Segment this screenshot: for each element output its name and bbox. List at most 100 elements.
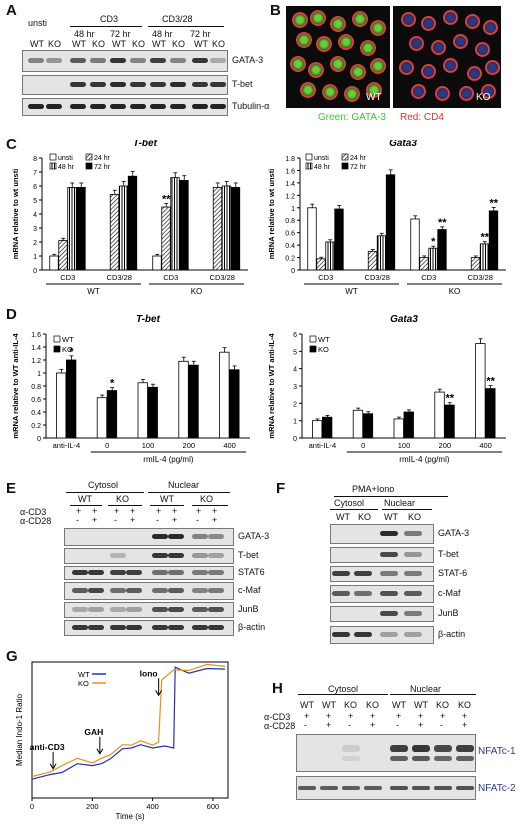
cell	[467, 66, 482, 81]
treatment-sign: -	[114, 515, 117, 525]
y-tick-label: 0.8	[285, 218, 295, 225]
blot-band	[70, 104, 86, 109]
y-tick-label: 1	[291, 206, 295, 213]
y-tick-label: 2	[33, 240, 37, 247]
blot-band	[152, 625, 168, 630]
bar	[316, 258, 326, 271]
group-label: WT	[87, 287, 100, 296]
blot-band	[150, 104, 166, 109]
treatment-sign: +	[326, 711, 332, 721]
bar	[322, 416, 333, 439]
treatment-sign: +	[212, 506, 218, 516]
bar	[188, 364, 199, 439]
blot-band	[90, 82, 106, 87]
group-unsti: unsti	[28, 18, 48, 28]
bar	[221, 185, 232, 271]
fraction-nuclear: Nuclear	[168, 480, 200, 490]
blot-band	[380, 531, 398, 536]
y-tick-label: 1.2	[31, 358, 41, 365]
lane-label: WT	[194, 39, 208, 49]
fraction-line	[390, 694, 476, 695]
blot-band	[210, 82, 226, 87]
x-axis-label: rmIL-4 (pg/ml)	[399, 455, 450, 464]
category-label: 400	[223, 441, 236, 450]
x-tick-label: 400	[146, 802, 159, 811]
blot-band	[208, 588, 224, 593]
bar	[403, 411, 414, 439]
y-tick-label: 5	[33, 198, 37, 205]
legend-swatch	[305, 153, 313, 161]
legend-label: 72 hr	[350, 164, 367, 171]
treatment-sign: +	[92, 515, 98, 525]
significance-mark: **	[162, 193, 171, 205]
blot-band	[434, 756, 452, 761]
timepoint: 72 hr	[190, 29, 211, 39]
fraction-cytosol: Cytosol	[88, 480, 119, 490]
blot-band	[90, 58, 106, 63]
x-tick-label: 0	[30, 802, 34, 811]
bar	[362, 413, 374, 439]
category-label: 400	[479, 441, 492, 450]
blot-band	[110, 625, 126, 630]
legend-swatch	[53, 345, 61, 353]
caption-red: Red: CD4	[400, 112, 444, 123]
y-tick-label: 5	[293, 349, 297, 356]
chart-title: Gata3	[389, 140, 417, 149]
bar	[67, 187, 77, 271]
bar	[325, 241, 335, 271]
panel-label-a: A	[6, 2, 17, 19]
category-label: CD3/28	[468, 273, 493, 282]
blot-band	[354, 591, 372, 596]
legend-swatch	[53, 335, 61, 343]
blot-band	[126, 607, 142, 612]
treatment-sign: -	[348, 720, 351, 730]
blot-band	[208, 570, 224, 575]
blot-strip	[64, 602, 234, 618]
y-tick-label: 0	[293, 436, 297, 443]
blot-band	[390, 745, 408, 752]
y-tick-label: 0.8	[31, 384, 41, 391]
blot-nfatc1	[296, 734, 476, 772]
bar	[96, 397, 108, 439]
blot-band	[380, 591, 398, 596]
legend-swatch	[85, 162, 93, 170]
blot-band	[332, 632, 350, 637]
blot-band	[168, 607, 184, 612]
blot-band	[404, 552, 422, 557]
fraction-line	[66, 492, 144, 493]
y-axis-label: mRNA relative to WT anti-IL-4	[267, 333, 276, 439]
blot-band	[192, 570, 208, 575]
lane-label: KO	[212, 39, 226, 49]
bar	[475, 343, 486, 439]
genotype: WT	[160, 494, 174, 504]
x-axis-label: rmIL-4 (pg/ml)	[143, 455, 194, 464]
bar	[410, 218, 420, 271]
y-tick-label: 2	[293, 401, 297, 408]
bar	[385, 174, 396, 271]
blot-band	[28, 58, 44, 63]
y-tick-label: 0.2	[285, 256, 295, 263]
bar	[229, 369, 240, 439]
group-label: KO	[449, 287, 461, 296]
microscopy-ko-image	[393, 6, 501, 108]
blot-band	[150, 82, 166, 87]
lane-label: WT	[72, 39, 86, 49]
panel-label-g: G	[6, 648, 18, 665]
blot-band	[364, 786, 382, 790]
genotype: KO	[116, 494, 130, 504]
panel-label-c: C	[6, 136, 17, 153]
treatment-sign: +	[196, 506, 202, 516]
y-tick-label: 3	[293, 384, 297, 391]
bar	[66, 359, 77, 439]
treatment-sign: +	[172, 515, 178, 525]
bar	[428, 247, 438, 271]
band-label: GATA-3	[238, 531, 270, 541]
bar	[106, 390, 118, 439]
bar	[178, 360, 189, 439]
blot-band	[88, 607, 104, 612]
cell	[310, 10, 326, 26]
chart-title: Gata3	[390, 314, 418, 325]
blot-band	[404, 611, 422, 616]
lane-label: WT	[322, 700, 336, 710]
blot-band	[130, 58, 146, 63]
